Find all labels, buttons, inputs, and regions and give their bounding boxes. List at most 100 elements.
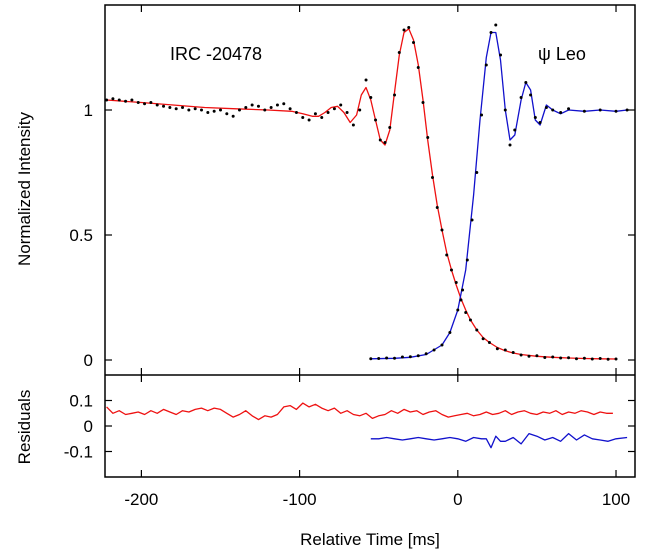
series-group (106, 402, 628, 449)
data-point (449, 268, 453, 272)
y-tick-label: 0.5 (69, 226, 93, 245)
y-axis-title-residuals: Residuals (15, 390, 34, 465)
y-axis-title-main: Normalized Intensity (15, 112, 34, 267)
data-point (445, 253, 449, 257)
data-point (475, 328, 479, 332)
data-point (400, 355, 404, 359)
data-point (193, 107, 197, 111)
data-point (263, 108, 267, 112)
data-point (527, 354, 531, 358)
data-point (225, 112, 229, 116)
data-point (511, 351, 515, 354)
annotation-irc: IRC -20478 (170, 44, 262, 64)
data-point (598, 357, 602, 360)
data-point (499, 53, 503, 57)
data-point (551, 108, 555, 112)
data-point (397, 51, 401, 54)
data-point (421, 101, 425, 104)
data-point (481, 337, 485, 341)
data-point (416, 66, 420, 69)
data-point (111, 97, 115, 101)
data-point (218, 108, 222, 112)
data-point (117, 98, 121, 102)
data-point (440, 343, 444, 347)
data-point (614, 357, 618, 361)
data-point (494, 23, 498, 27)
data-point (567, 107, 571, 111)
data-point (513, 128, 517, 132)
data-point (124, 99, 128, 103)
annotation-psi-leo: ψ Leo (538, 44, 586, 64)
data-point (388, 126, 392, 129)
data-point (187, 108, 191, 112)
data-point (470, 218, 474, 222)
data-point (567, 356, 571, 360)
data-point (454, 281, 458, 284)
data-point (143, 102, 147, 106)
plot-layer: 0 0.5 1 0.1 0 -0.1 -200 -100 0 100 (64, 5, 635, 509)
data-point (448, 331, 452, 334)
x-tick-label: -100 (283, 490, 317, 509)
x-tick-label: -200 (124, 490, 158, 509)
data-point (358, 108, 362, 112)
data-point (407, 26, 411, 29)
data-point (574, 357, 578, 361)
data-point (519, 96, 523, 99)
data-point (544, 106, 548, 109)
data-point (383, 141, 387, 144)
data-point (326, 111, 330, 114)
data-point (468, 318, 472, 322)
data-point (489, 31, 493, 34)
data-point (174, 107, 178, 111)
data-point (155, 103, 159, 107)
x-tick-label: 0 (453, 490, 462, 509)
data-point (503, 348, 507, 352)
data-point (424, 352, 428, 356)
data-point (551, 355, 555, 359)
data-point (508, 143, 512, 147)
data-point (105, 98, 109, 102)
y-tick-label: 0 (84, 417, 93, 436)
data-point (275, 103, 279, 107)
data-point (364, 78, 368, 82)
data-point (345, 111, 349, 114)
x-axis-title: Relative Time [ms] (300, 530, 440, 549)
data-point (559, 356, 563, 360)
data-point (432, 348, 436, 352)
data-point (162, 104, 166, 108)
data-point (206, 111, 210, 114)
data-point (464, 311, 468, 314)
data-point (332, 107, 336, 111)
data-point (590, 357, 594, 361)
data-point (149, 101, 153, 104)
data-point (625, 108, 629, 112)
data-point (435, 206, 439, 209)
data-point (535, 354, 539, 358)
data-point (136, 101, 140, 104)
data-point (288, 107, 292, 111)
data-point (456, 308, 460, 312)
series-group (105, 23, 629, 361)
data-point (307, 118, 311, 122)
data-point (231, 114, 235, 118)
data-point (412, 41, 416, 44)
data-point (244, 106, 248, 109)
data-point (480, 113, 484, 117)
data-point (385, 356, 389, 360)
data-point (130, 98, 134, 102)
data-point (402, 28, 406, 32)
data-point (351, 123, 355, 127)
data-point (269, 106, 273, 109)
data-point (475, 171, 479, 174)
data-point (200, 108, 204, 112)
data-point (430, 176, 434, 179)
data-point (538, 121, 542, 124)
data-point (408, 355, 412, 359)
data-point (487, 341, 491, 344)
data-point (294, 111, 298, 114)
data-point (614, 109, 618, 113)
data-point (313, 112, 317, 116)
data-point (369, 96, 373, 99)
data-point (393, 93, 397, 97)
